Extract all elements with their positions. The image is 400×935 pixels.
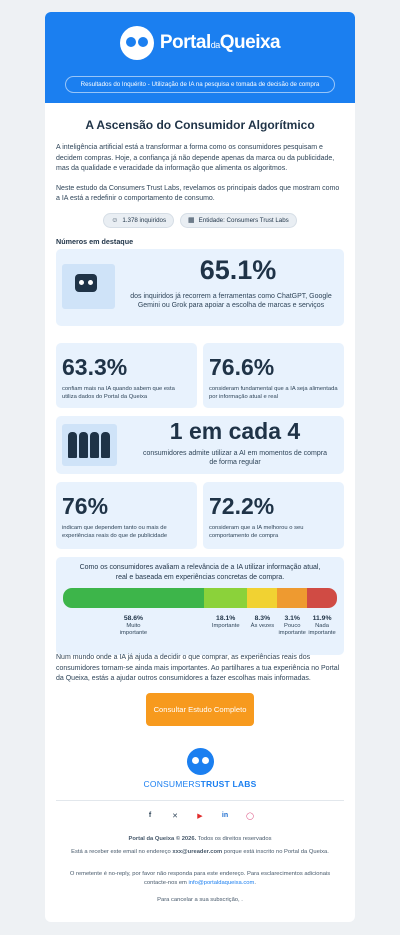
study-paragraph: Neste estudo da Consumers Trust Labs, re… [56, 184, 340, 203]
brand-name: PortaldaQueixa [159, 32, 281, 53]
stat-4-value: 1 em cada 4 [169, 418, 301, 444]
stat-1-value: 65.1% [199, 255, 277, 285]
footer-brand: CONSUMERSTRUST LABS [143, 779, 257, 789]
segment-text: Muito importante [119, 623, 148, 636]
closing-paragraph: Num mundo onde a IA já ajuda a decidir o… [56, 654, 340, 682]
stat-2-value: 63.3% [62, 354, 128, 380]
segment-percent: 18.1% [216, 615, 236, 622]
bar-segment [203, 588, 248, 608]
respondents-chip: ☺ 1.378 inquiridos [103, 212, 175, 228]
entity-chip: ▦ Entidade: Consumers Trust Labs [180, 212, 297, 228]
stat-box-5: 76% indicam que dependem tanto ou mais d… [56, 482, 197, 549]
portal-logo[interactable]: PortaldaQueixa [45, 26, 355, 60]
person-icon [90, 432, 99, 458]
bar-segment [247, 588, 278, 608]
stat-4-text: consumidores admite utilizar a AI em mom… [142, 450, 328, 466]
segment-text: Importante [211, 623, 240, 629]
bar-segment [63, 588, 204, 608]
x-icon[interactable]: ✕ [172, 813, 178, 820]
stat-box-1: 65.1% dos inquiridos já recorrem a ferra… [56, 249, 344, 326]
owl-logo-icon [119, 26, 154, 60]
stat-box-3: 76.6% consideram fundamental que a IA se… [203, 343, 344, 408]
building-icon: ▦ [188, 217, 195, 224]
person-icon [101, 432, 110, 458]
stacked-bar [63, 588, 337, 608]
chart-title: Como os consumidores avaliam a relevânci… [79, 564, 321, 581]
subscription-notice: Está a receber este email no endereço xx… [71, 849, 329, 855]
email-card: PortaldaQueixa Resultados do Inquérito -… [45, 12, 355, 922]
people-icon: ☺ [111, 216, 119, 224]
stat-5-text: indicam que dependem tanto ou mais de ex… [62, 525, 168, 539]
segment-text: Pouco importante [278, 623, 306, 636]
segment-label: 8.3% Às vezes [242, 615, 282, 630]
segment-percent: 8.3% [254, 615, 271, 622]
header: PortaldaQueixa Resultados do Inquérito -… [45, 12, 355, 103]
segment-label: 3.1% Pouco importante [272, 615, 312, 637]
segment-text: Nada importante [308, 623, 336, 636]
stat-6-text: consideram que a IA melhorou o seu compo… [209, 525, 304, 539]
stat-3-text: consideram fundamental que a IA seja ali… [209, 386, 338, 400]
page-title: A Ascensão do Consumidor Algorítmico [85, 118, 315, 132]
segment-label: 11.9% Nada importante [302, 615, 342, 637]
stat-5-value: 76% [62, 493, 109, 519]
segment-percent: 58.6% [123, 615, 144, 622]
robot-icon [75, 274, 97, 292]
segment-text: Às vezes [250, 623, 275, 629]
copyright: Portal da Queixa © 2026. Todos os direit… [128, 836, 272, 842]
consumers-trust-labs-logo[interactable]: CONSUMERSTRUST LABS [45, 748, 355, 789]
person-icon [68, 432, 77, 458]
stat-box-2: 63.3% confiam mais na IA quando sabem qu… [56, 343, 197, 408]
intro-paragraph: A inteligência artificial está a transfo… [56, 144, 335, 172]
relevance-chart: Como os consumidores avaliam a relevânci… [56, 557, 344, 655]
people-illustration [62, 424, 117, 466]
instagram-icon[interactable]: ◯ [246, 813, 254, 820]
noreply-notice: O remetente é no-reply, por favor não re… [69, 871, 331, 886]
facebook-icon[interactable]: f [148, 812, 152, 819]
contact-email-link[interactable]: info@portaldaqueixa.com [188, 879, 255, 886]
bar-segment [307, 588, 337, 608]
stat-box-6: 72.2% consideram que a IA melhorou o seu… [203, 482, 344, 549]
robot-laptop-illustration [62, 264, 115, 309]
person-icon [79, 432, 88, 458]
owl-logo-icon [186, 748, 214, 775]
bar-segment [277, 588, 308, 608]
segment-percent: 3.1% [284, 615, 300, 622]
stat-6-value: 72.2% [209, 493, 275, 519]
divider [56, 800, 344, 801]
consult-study-button[interactable]: Consultar Estudo Completo [146, 693, 254, 726]
stat-1-text: dos inquiridos já recorrem a ferramentas… [130, 293, 332, 309]
segment-label: 58.6% Muito importante [113, 615, 153, 637]
social-links: f ✕ ▶ in ◯ [45, 812, 355, 820]
linkedin-icon[interactable]: in [221, 812, 229, 819]
segment-label: 18.1% Importante [206, 615, 246, 630]
stat-2-text: confiam mais na IA quando sabem que esta… [62, 386, 175, 400]
youtube-icon[interactable]: ▶ [197, 813, 203, 820]
highlights-heading: Números em destaque [56, 236, 134, 246]
unsubscribe-notice: Para cancelar a sua subscrição, . [157, 897, 243, 903]
stat-3-value: 76.6% [209, 354, 275, 380]
segment-percent: 11.9% [312, 615, 332, 622]
stat-box-4: 1 em cada 4 consumidores admite utilizar… [56, 416, 344, 474]
survey-subtitle: Resultados do Inquérito - Utilização de … [65, 76, 335, 93]
